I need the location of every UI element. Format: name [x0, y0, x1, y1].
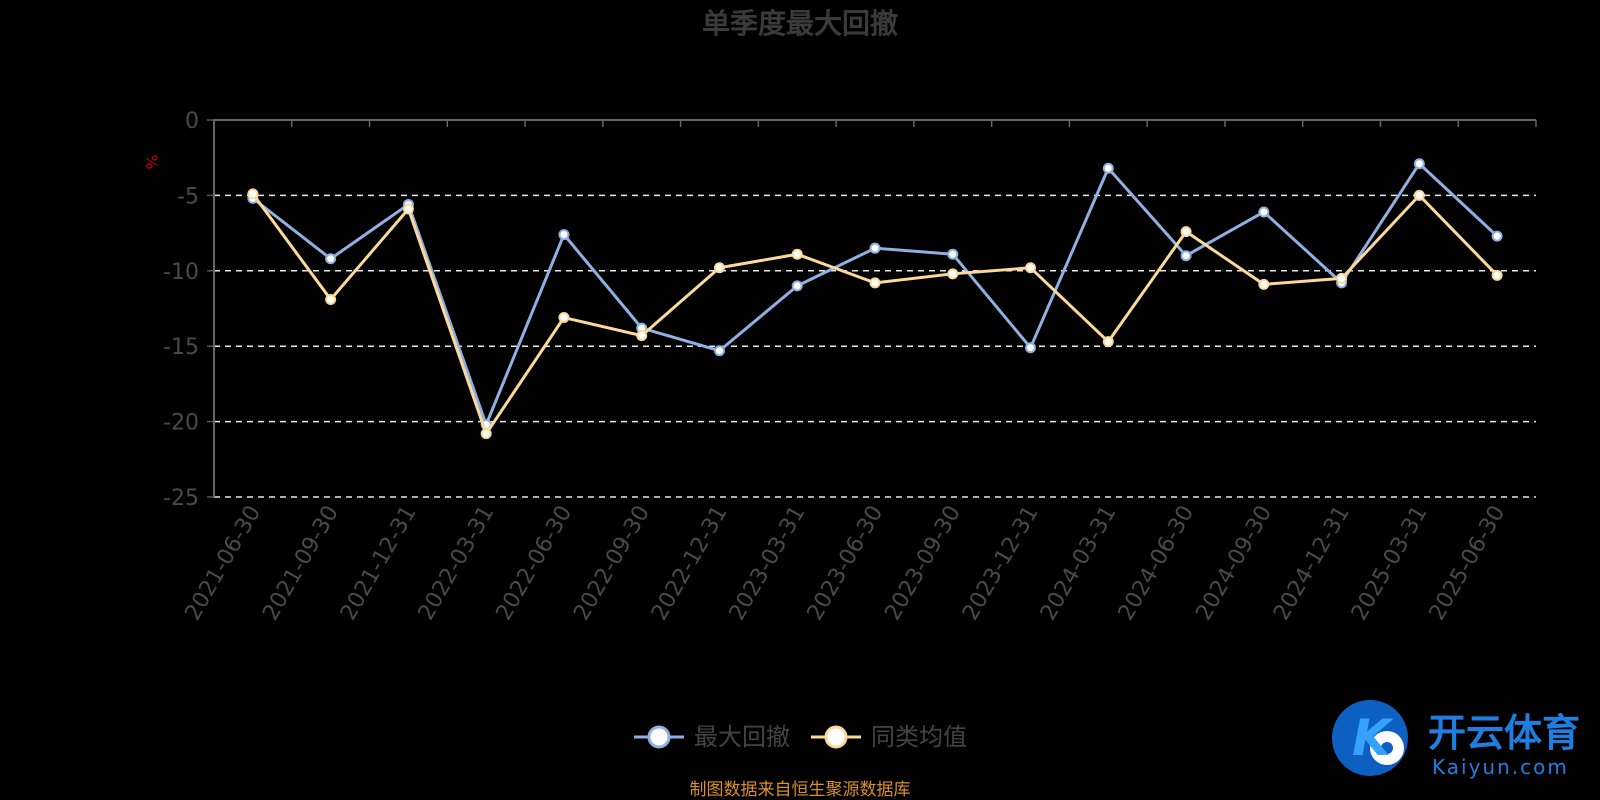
y-tick-label: -15 — [163, 335, 199, 360]
data-point[interactable] — [1180, 226, 1192, 238]
y-axis-unit: % — [142, 154, 161, 169]
data-point[interactable] — [1413, 158, 1425, 170]
data-point[interactable] — [1336, 272, 1348, 284]
series-category-average — [247, 188, 1503, 440]
x-tick-label: 2022-03-31 — [414, 502, 500, 625]
x-tick-label: 2024-12-31 — [1269, 502, 1355, 625]
data-point[interactable] — [1413, 189, 1425, 201]
x-tick-label: 2023-12-31 — [958, 502, 1044, 625]
data-point[interactable] — [791, 280, 803, 292]
x-tick-label: 2021-06-30 — [180, 502, 266, 625]
x-tick-label: 2024-09-30 — [1191, 502, 1277, 625]
axes — [207, 119, 1537, 498]
series-layer — [247, 158, 1503, 440]
data-point[interactable] — [1258, 278, 1270, 290]
x-tick-label: 2025-03-31 — [1347, 502, 1433, 625]
logo-letter: K — [1352, 709, 1394, 767]
x-tick-label: 2021-09-30 — [258, 502, 344, 625]
data-point[interactable] — [1102, 336, 1114, 348]
data-point[interactable] — [1025, 262, 1037, 274]
data-point[interactable] — [947, 268, 959, 280]
y-tick-label: -25 — [163, 486, 199, 511]
x-tick-label: 2024-03-31 — [1036, 502, 1122, 625]
data-point[interactable] — [1491, 269, 1503, 281]
legend: 最大回撤 同类均值 — [634, 723, 967, 751]
series-line — [251, 162, 1499, 427]
y-tick-label: 0 — [185, 109, 199, 134]
data-point[interactable] — [869, 277, 881, 289]
data-point[interactable] — [325, 293, 337, 305]
legend-item-max-drawdown[interactable]: 最大回撤 — [634, 723, 790, 751]
data-point[interactable] — [713, 262, 725, 274]
x-tick-label: 2023-06-30 — [803, 502, 889, 625]
x-tick-label: 2025-06-30 — [1425, 502, 1511, 625]
data-point[interactable] — [636, 330, 648, 342]
data-point[interactable] — [869, 242, 881, 254]
data-point[interactable] — [1102, 162, 1114, 174]
source-note: 制图数据来自恒生聚源数据库 — [690, 780, 911, 800]
series-line — [251, 193, 1499, 436]
data-point[interactable] — [1180, 250, 1192, 262]
x-tick-label: 2022-12-31 — [647, 502, 733, 625]
data-point[interactable] — [947, 248, 959, 260]
y-tick-label: -5 — [177, 184, 199, 209]
data-point[interactable] — [1491, 230, 1503, 242]
legend-label: 最大回撤 — [694, 723, 790, 751]
data-point[interactable] — [480, 428, 492, 440]
x-tick-label: 2022-06-30 — [492, 502, 578, 625]
data-point[interactable] — [791, 248, 803, 260]
y-tick-labels: 0 -5 -10 -15 -20 -25 — [163, 109, 199, 511]
legend-swatch-marker — [824, 725, 848, 749]
data-point[interactable] — [1258, 206, 1270, 218]
grid-lines — [214, 194, 1536, 498]
data-point[interactable] — [713, 345, 725, 357]
data-point[interactable] — [325, 253, 337, 265]
y-tick-label: -20 — [163, 411, 199, 436]
y-tick-label: -10 — [163, 260, 199, 285]
brand-logo: K 开云体育 Kaiyun.com — [1332, 700, 1580, 779]
chart-title: 单季度最大回撤 — [702, 7, 898, 40]
legend-item-category-average[interactable]: 同类均值 — [811, 723, 967, 751]
legend-label: 同类均值 — [871, 723, 967, 751]
x-tick-label: 2023-09-30 — [880, 502, 966, 625]
data-point[interactable] — [247, 188, 259, 200]
data-point[interactable] — [1025, 342, 1037, 354]
data-point[interactable] — [558, 229, 570, 241]
x-tick-label: 2022-09-30 — [569, 502, 655, 625]
logo-domain: Kaiyun.com — [1432, 755, 1569, 779]
x-tick-labels: 2021-06-302021-09-302021-12-312022-03-31… — [180, 502, 1510, 625]
x-tick-label: 2021-12-31 — [336, 502, 422, 625]
data-point[interactable] — [402, 203, 414, 215]
x-tick-label: 2024-06-30 — [1114, 502, 1200, 625]
x-tick-label: 2023-03-31 — [725, 502, 811, 625]
legend-swatch-marker — [647, 725, 671, 749]
logo-name: 开云体育 — [1428, 711, 1580, 755]
data-point[interactable] — [558, 312, 570, 324]
